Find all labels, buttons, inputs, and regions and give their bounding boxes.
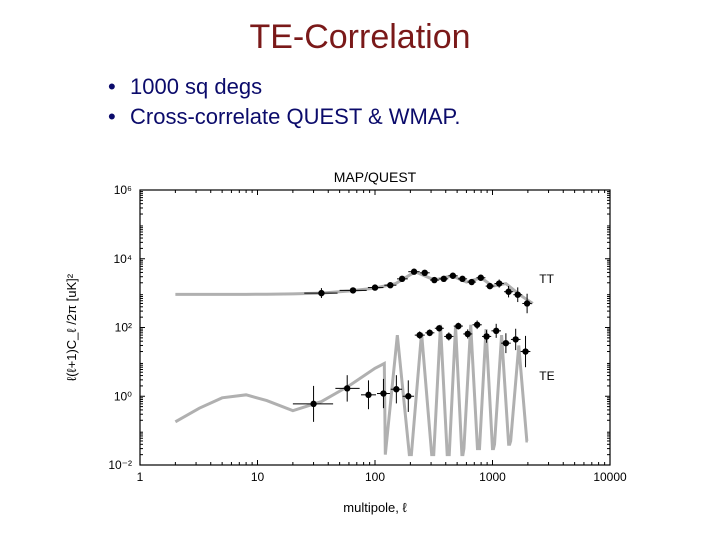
- bullet-dot: •: [108, 102, 130, 132]
- slide-title: TE-Correlation: [0, 18, 720, 57]
- svg-text:10⁰: 10⁰: [114, 389, 132, 403]
- svg-text:1000: 1000: [479, 470, 506, 484]
- svg-text:10⁻²: 10⁻²: [108, 458, 132, 472]
- te-correlation-chart: 1 10 100 1000 10000 10⁻² 10⁰ 10² 10⁴ 10⁶ multipole…: [60, 160, 680, 520]
- svg-text:MAP/QUEST: MAP/QUEST: [334, 169, 417, 185]
- bullet-item: • Cross-correlate QUEST & WMAP.: [108, 102, 460, 132]
- svg-text:10⁴: 10⁴: [113, 252, 132, 266]
- bullet-text: Cross-correlate QUEST & WMAP.: [130, 102, 460, 132]
- bullet-text: 1000 sq degs: [130, 72, 262, 102]
- svg-text:10⁶: 10⁶: [114, 183, 132, 197]
- svg-text:1: 1: [137, 470, 144, 484]
- bullet-item: • 1000 sq degs: [108, 72, 460, 102]
- svg-text:10000: 10000: [593, 470, 627, 484]
- svg-text:ℓ(ℓ+1)C_ℓ /2π [uK]²: ℓ(ℓ+1)C_ℓ /2π [uK]²: [64, 273, 79, 381]
- svg-text:100: 100: [365, 470, 385, 484]
- svg-text:10²: 10²: [115, 321, 132, 335]
- svg-text:TE: TE: [539, 369, 554, 383]
- svg-text:10: 10: [251, 470, 265, 484]
- bullet-dot: •: [108, 72, 130, 102]
- svg-text:TT: TT: [539, 272, 554, 286]
- svg-text:multipole, ℓ: multipole, ℓ: [343, 500, 407, 515]
- bullet-list: • 1000 sq degs • Cross-correlate QUEST &…: [108, 72, 460, 131]
